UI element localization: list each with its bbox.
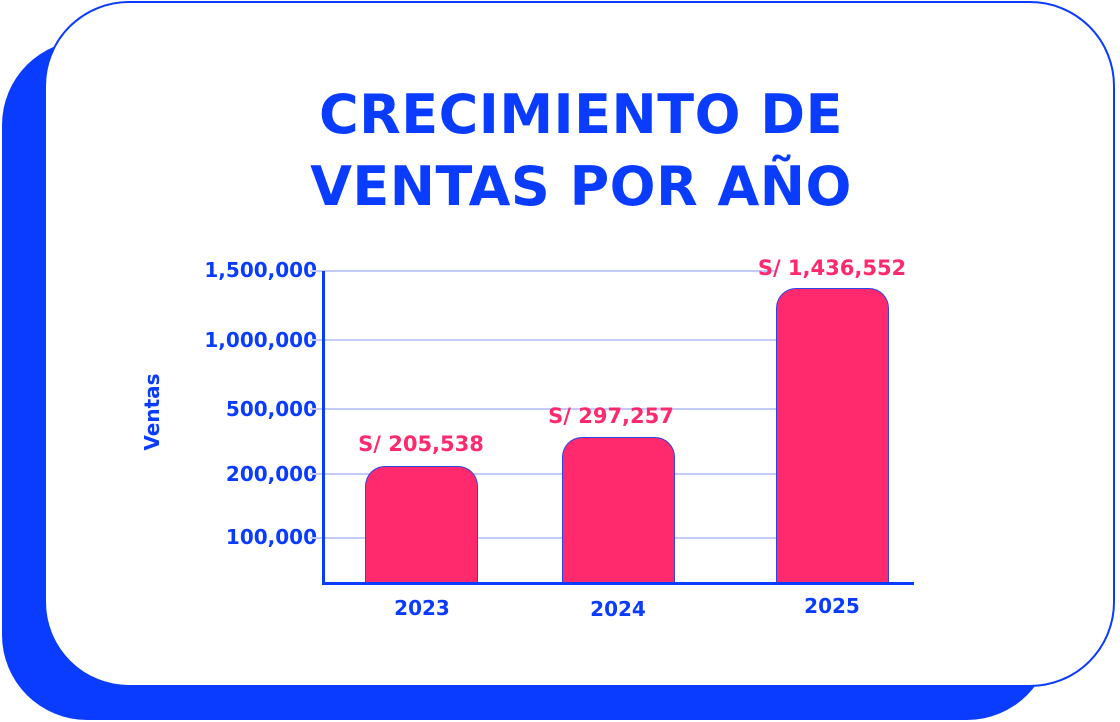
chart-title-line-1: CRECIMIENTO DE (319, 83, 843, 146)
x-label-2024: 2024 (590, 597, 646, 621)
y-tick-1500000: 1,500,000 (204, 258, 317, 282)
x-label-2023: 2023 (394, 596, 450, 620)
gridline-1500000 (310, 270, 776, 272)
chart-title-line-2: VENTAS POR AÑO (310, 155, 852, 218)
gridline-1000000 (310, 339, 776, 341)
y-axis-line (322, 271, 325, 585)
bar-2023 (365, 466, 478, 583)
y-axis-label: Ventas (140, 373, 164, 451)
y-tick-100000: 100,000 (225, 525, 317, 549)
gridline-100000 (310, 537, 776, 539)
x-label-2025: 2025 (804, 594, 860, 618)
bar-2025 (776, 288, 889, 583)
value-label-2024: S/ 297,257 (548, 404, 674, 428)
value-label-2025: S/ 1,436,552 (757, 256, 907, 280)
value-label-2023: S/ 205,538 (358, 432, 484, 456)
gridline-500000 (310, 408, 776, 410)
y-tick-1000000: 1,000,000 (204, 328, 317, 352)
y-tick-200000: 200,000 (225, 462, 317, 486)
gridline-200000 (310, 473, 776, 475)
chart-title: CRECIMIENTO DE VENTAS POR AÑO (0, 79, 1120, 223)
x-axis-line (322, 582, 914, 585)
y-tick-500000: 500,000 (225, 397, 317, 421)
bar-2024 (562, 437, 675, 583)
